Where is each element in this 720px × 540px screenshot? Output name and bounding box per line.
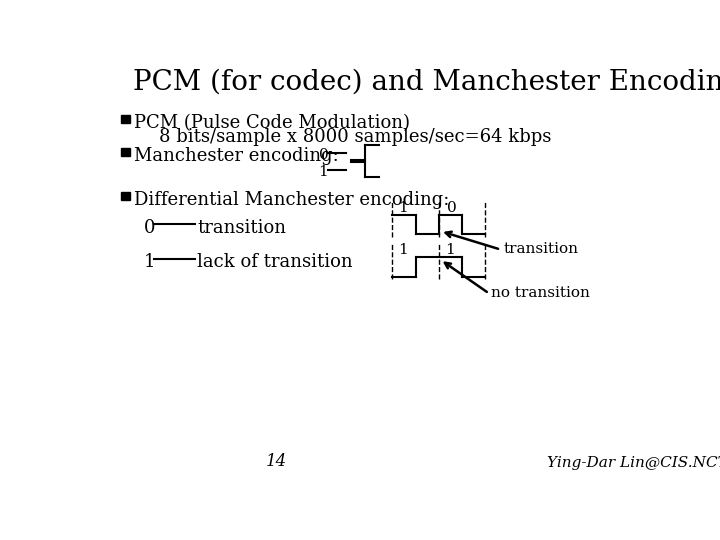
Text: 8 bits/sample x 8000 samples/sec=64 kbps: 8 bits/sample x 8000 samples/sec=64 kbps [159, 128, 552, 146]
Text: no transition: no transition [492, 286, 590, 300]
Text: PCM (Pulse Code Modulation): PCM (Pulse Code Modulation) [134, 114, 410, 132]
Text: 1: 1 [445, 244, 455, 258]
Text: transition: transition [197, 219, 286, 237]
Text: 0: 0 [144, 219, 156, 237]
Text: PCM (for codec) and Manchester Encoding: PCM (for codec) and Manchester Encoding [132, 69, 720, 96]
Bar [121, 115, 130, 123]
Text: transition: transition [504, 242, 579, 256]
Text: 0: 0 [446, 201, 456, 215]
Text: 1: 1 [319, 165, 328, 179]
Bar [121, 192, 130, 200]
Text: Manchester encoding:: Manchester encoding: [134, 147, 339, 165]
Text: 1: 1 [398, 244, 408, 258]
Text: Differential Manchester encoding:: Differential Manchester encoding: [134, 191, 449, 209]
Text: Ying-Dar Lin@CIS.NCTU: Ying-Dar Lin@CIS.NCTU [547, 456, 720, 470]
Text: 0: 0 [319, 148, 328, 162]
Bar [121, 148, 130, 157]
Text: 1: 1 [398, 201, 408, 215]
Text: 14: 14 [266, 453, 287, 470]
Text: 1: 1 [144, 253, 156, 272]
Text: lack of transition: lack of transition [197, 253, 353, 272]
